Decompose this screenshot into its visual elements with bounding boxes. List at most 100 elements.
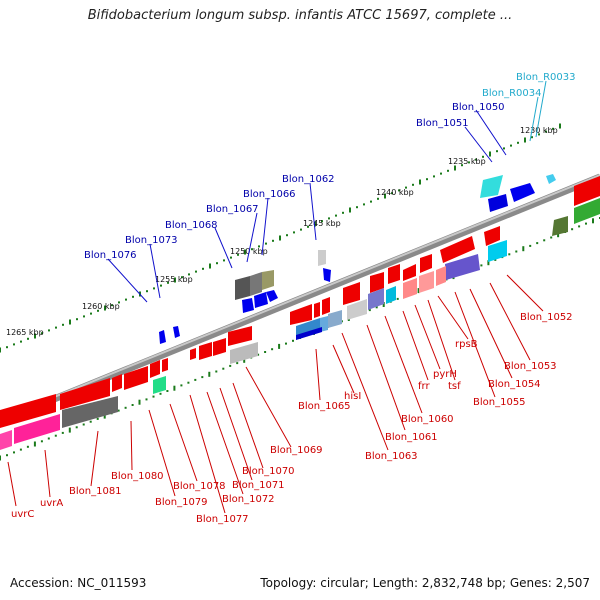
gene-reverse[interactable] bbox=[213, 338, 226, 356]
gene-reverse[interactable] bbox=[62, 396, 118, 428]
scale-label-1255: 1255 kbp bbox=[155, 275, 193, 284]
gene-reverse[interactable] bbox=[370, 272, 384, 293]
gene-reverse[interactable] bbox=[153, 376, 166, 394]
gene-label-blon-1052[interactable]: Blon_1052 bbox=[520, 312, 573, 323]
gene-forward[interactable] bbox=[574, 176, 600, 206]
gene-label-tsf[interactable]: tsf bbox=[448, 381, 461, 392]
gene-forward[interactable] bbox=[254, 292, 268, 308]
gene-reverse[interactable] bbox=[488, 240, 507, 262]
gene-label-blon-1050[interactable]: Blon_1050 bbox=[452, 102, 505, 113]
gene-reverse[interactable] bbox=[386, 286, 396, 304]
gene-reverse[interactable] bbox=[419, 271, 434, 293]
gene-reverse[interactable] bbox=[199, 342, 212, 360]
gene-forward[interactable] bbox=[552, 216, 568, 236]
gene-reverse[interactable] bbox=[228, 326, 252, 346]
gene-reverse[interactable] bbox=[388, 264, 400, 284]
gene-reverse[interactable] bbox=[296, 327, 322, 340]
gene-forward[interactable] bbox=[574, 198, 600, 224]
scale-tick-minor bbox=[363, 203, 365, 206]
gene-forward[interactable] bbox=[323, 268, 331, 282]
gene-reverse[interactable] bbox=[124, 366, 148, 390]
gene-label-blon-r0033[interactable]: Blon_R0033 bbox=[516, 72, 576, 83]
gene-label-blon-1060[interactable]: Blon_1060 bbox=[401, 414, 454, 425]
scale-tick-minor bbox=[405, 186, 407, 189]
gene-reverse[interactable] bbox=[0, 430, 12, 450]
gene-label-blon-1061[interactable]: Blon_1061 bbox=[385, 432, 438, 443]
gene-reverse[interactable] bbox=[230, 342, 258, 364]
gene-reverse[interactable] bbox=[322, 297, 330, 315]
gene-label-blon-1055[interactable]: Blon_1055 bbox=[473, 397, 526, 408]
gene-label-blon-1066[interactable]: Blon_1066 bbox=[243, 189, 296, 200]
gene-forward[interactable] bbox=[235, 276, 250, 300]
gene-reverse[interactable] bbox=[314, 302, 320, 318]
gene-forward[interactable] bbox=[510, 183, 535, 202]
gene-label-blon-1080[interactable]: Blon_1080 bbox=[111, 471, 164, 482]
gene-label-blon-1065[interactable]: Blon_1065 bbox=[298, 401, 351, 412]
gene-label-blon-1077[interactable]: Blon_1077 bbox=[196, 514, 249, 525]
scale-tick-minor bbox=[90, 312, 92, 315]
gene-forward[interactable] bbox=[173, 326, 180, 338]
gene-label-blon-1071[interactable]: Blon_1071 bbox=[232, 480, 285, 491]
gene-forward[interactable] bbox=[159, 330, 166, 344]
gene-reverse[interactable] bbox=[112, 374, 122, 392]
gene-reverse[interactable] bbox=[403, 264, 416, 281]
gene-reverse[interactable] bbox=[347, 299, 367, 320]
gene-reverse[interactable] bbox=[436, 266, 446, 286]
gene-forward[interactable] bbox=[480, 175, 503, 198]
gene-label-frr[interactable]: frr bbox=[418, 381, 430, 392]
genes-label: Genes: bbox=[509, 576, 552, 590]
gene-reverse[interactable] bbox=[60, 378, 110, 410]
gene-label-uvra[interactable]: uvrA bbox=[40, 498, 63, 509]
accession-value[interactable]: NC_011593 bbox=[77, 576, 147, 590]
gene-label-blon-1051[interactable]: Blon_1051 bbox=[416, 118, 469, 129]
gene-reverse[interactable] bbox=[162, 358, 168, 372]
gene-forward[interactable] bbox=[262, 270, 274, 290]
gene-reverse[interactable] bbox=[343, 282, 360, 305]
gene-label-blon-1068[interactable]: Blon_1068 bbox=[165, 220, 218, 231]
scale-tick-minor bbox=[257, 353, 260, 356]
scale-tick-minor bbox=[132, 295, 134, 298]
gene-reverse[interactable] bbox=[420, 254, 432, 273]
gene-label-blon-1069[interactable]: Blon_1069 bbox=[270, 445, 323, 456]
gene-label-blon-1070[interactable]: Blon_1070 bbox=[242, 466, 295, 477]
gene-reverse[interactable] bbox=[290, 304, 312, 325]
gene-label-blon-1081[interactable]: Blon_1081 bbox=[69, 486, 122, 497]
gene-label-blon-r0034[interactable]: Blon_R0034 bbox=[482, 88, 542, 99]
gene-label-blon-1063[interactable]: Blon_1063 bbox=[365, 451, 418, 462]
scale-tick-minor bbox=[216, 262, 218, 265]
gene-reverse[interactable] bbox=[150, 360, 160, 378]
gene-label-blon-1079[interactable]: Blon_1079 bbox=[155, 497, 208, 508]
gene-reverse[interactable] bbox=[484, 226, 500, 246]
gene-reverse[interactable] bbox=[14, 414, 60, 444]
gene-reverse[interactable] bbox=[190, 348, 196, 360]
gene-label-blon-1054[interactable]: Blon_1054 bbox=[488, 379, 541, 390]
gene-reverse[interactable] bbox=[0, 394, 56, 428]
scale-tick-major bbox=[208, 371, 211, 377]
gene-reverse[interactable] bbox=[403, 278, 417, 299]
gene-forward[interactable] bbox=[546, 174, 556, 184]
scale-tick-major bbox=[557, 232, 560, 238]
scale-tick-minor bbox=[368, 309, 371, 312]
gene-label-pyrh[interactable]: pyrH bbox=[433, 369, 457, 380]
gene-forward[interactable] bbox=[242, 298, 254, 313]
gene-forward[interactable] bbox=[488, 194, 508, 212]
gene-label-rpsb[interactable]: rpsB bbox=[455, 339, 478, 350]
gene-label-blon-1053[interactable]: Blon_1053 bbox=[504, 361, 557, 372]
gene-forward[interactable] bbox=[266, 290, 278, 302]
gene-label-uvrc[interactable]: uvrC bbox=[11, 509, 34, 520]
scale-tick-minor bbox=[153, 287, 155, 290]
gene-label-blon-1078[interactable]: Blon_1078 bbox=[173, 481, 226, 492]
gene-label-blon-1062[interactable]: Blon_1062 bbox=[282, 174, 335, 185]
gene-label-blon-1076[interactable]: Blon_1076 bbox=[84, 250, 137, 261]
gene-label-blon-1067[interactable]: Blon_1067 bbox=[206, 204, 259, 215]
gene-reverse[interactable] bbox=[445, 254, 480, 280]
gene-label-hisi[interactable]: hisI bbox=[344, 391, 361, 402]
gene-reverse[interactable] bbox=[328, 310, 342, 328]
gene-reverse[interactable] bbox=[440, 236, 475, 263]
gene-label-blon-1072[interactable]: Blon_1072 bbox=[222, 494, 275, 505]
gene-label-blon-1073[interactable]: Blon_1073 bbox=[125, 235, 178, 246]
scale-tick-minor bbox=[125, 298, 127, 301]
gene-reverse[interactable] bbox=[368, 288, 384, 310]
gene-forward[interactable] bbox=[250, 272, 262, 296]
gene-forward[interactable] bbox=[318, 250, 326, 266]
